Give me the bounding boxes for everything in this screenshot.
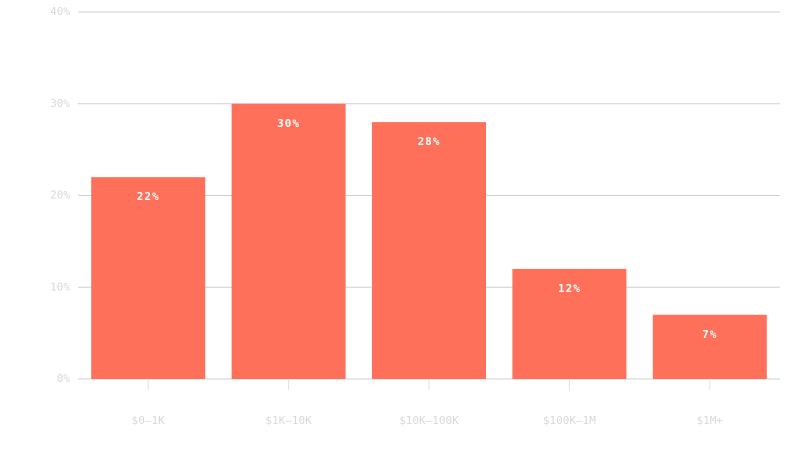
bar xyxy=(372,122,486,379)
bar xyxy=(231,103,346,379)
bar xyxy=(652,314,767,379)
value-label: 22% xyxy=(137,190,160,203)
y-tick-label: 10% xyxy=(50,280,70,293)
value-label: 7% xyxy=(702,328,717,341)
x-tick-label: $10K–100K xyxy=(399,414,459,427)
y-tick-label: 0% xyxy=(57,372,71,385)
x-tick-label: $0–1K xyxy=(132,414,165,427)
bar xyxy=(91,177,206,379)
bar xyxy=(512,268,627,379)
value-label: 28% xyxy=(418,135,441,148)
value-label: 12% xyxy=(558,282,581,295)
y-tick-label: 30% xyxy=(50,97,70,110)
y-tick-label: 20% xyxy=(50,189,70,202)
x-tick-label: $1K–10K xyxy=(265,414,312,427)
x-tick-label: $100K–1M xyxy=(543,414,596,427)
value-label: 30% xyxy=(277,117,300,130)
y-tick-label: 40% xyxy=(50,5,70,18)
x-tick-label: $1M+ xyxy=(697,414,724,427)
